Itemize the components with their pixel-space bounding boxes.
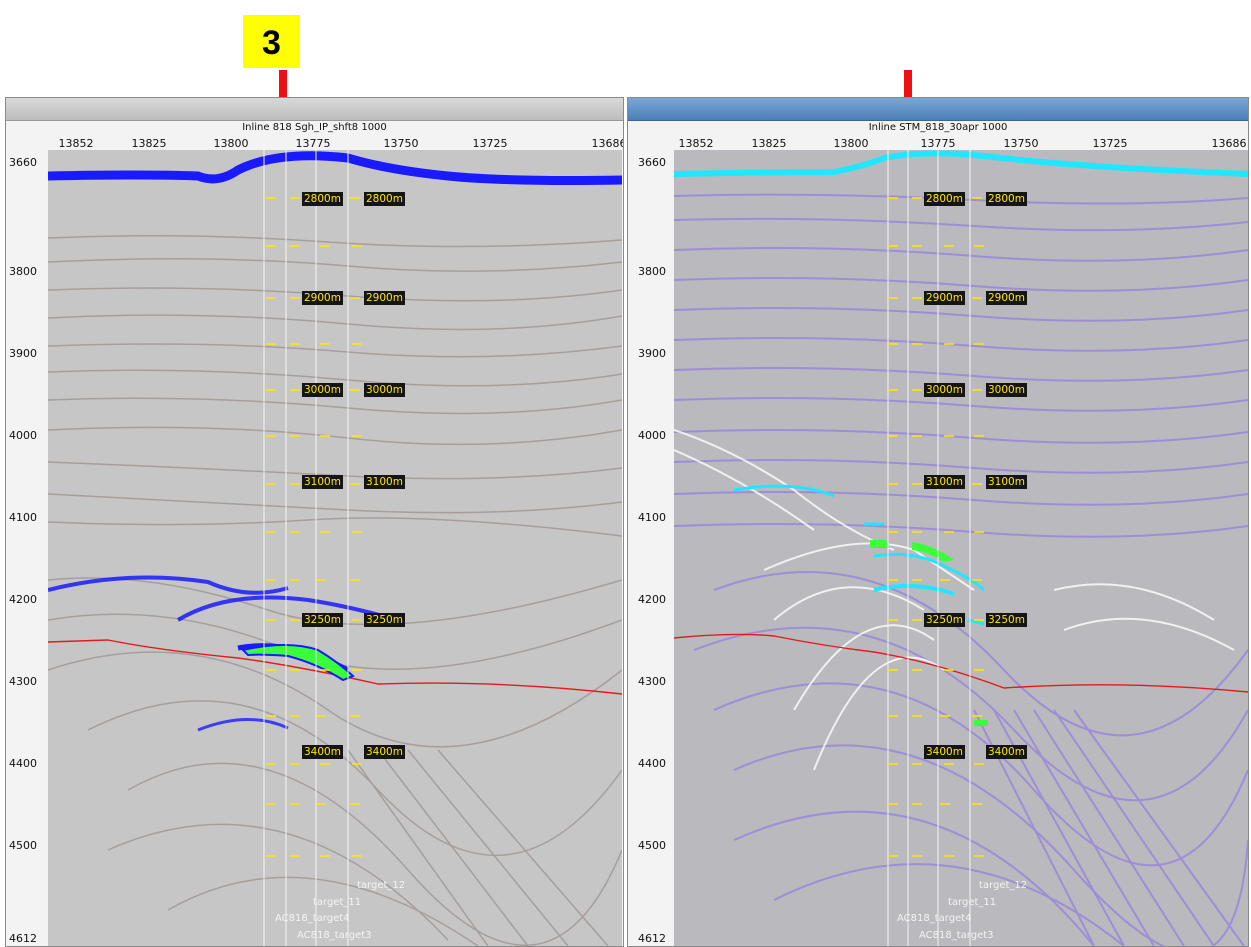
y-tick-label: 3900 <box>638 347 666 360</box>
seismic-section-window-left[interactable]: Inline 818 Sgh_IP_shft8 1000 13852 13825… <box>5 97 624 947</box>
well-depth-label: 3250m <box>986 613 1027 627</box>
well-depth-label: 3000m <box>986 383 1027 397</box>
y-tick-label: 4300 <box>638 675 666 688</box>
x-tick-label: 13686 <box>591 137 624 150</box>
well-depth-label: 3400m <box>364 745 405 759</box>
well-name-label: AC818_target3 <box>919 930 994 941</box>
y-tick-label: 4100 <box>638 511 666 524</box>
y-tick-label: 3800 <box>9 265 37 278</box>
well-depth-label: 2800m <box>924 192 965 206</box>
well-depth-label: 2800m <box>302 192 343 206</box>
x-tick-label: 13775 <box>295 137 331 150</box>
well-depth-label: 3000m <box>924 383 965 397</box>
well-name-label: target_11 <box>948 897 997 908</box>
well-depth-label: 3400m <box>986 745 1027 759</box>
step-number-badge: 3 <box>243 15 300 68</box>
well-name-label: target_11 <box>313 897 362 908</box>
y-tick-label: 4400 <box>9 757 37 770</box>
y-tick-label: 3800 <box>638 265 666 278</box>
seismic-section-window-right[interactable]: Inline STM_818_30apr 1000 13852 13825 13… <box>627 97 1249 947</box>
well-depth-label: 3250m <box>302 613 343 627</box>
well-name-label: AC818_target4 <box>275 913 350 924</box>
x-tick-label: 13750 <box>383 137 419 150</box>
y-tick-label: 4500 <box>9 839 37 852</box>
well-name-label: target_12 <box>357 880 406 891</box>
section-title: Inline 818 Sgh_IP_shft8 1000 <box>242 122 387 133</box>
x-tick-label: 13725 <box>1092 137 1128 150</box>
y-tick-label: 3900 <box>9 347 37 360</box>
section-title: Inline STM_818_30apr 1000 <box>868 122 1008 133</box>
well-depth-label: 2900m <box>302 291 343 305</box>
y-tick-label: 4200 <box>638 593 666 606</box>
x-tick-label: 13750 <box>1003 137 1039 150</box>
y-tick-label: 4612 <box>9 932 37 945</box>
well-depth-label: 3100m <box>364 475 405 489</box>
y-tick-label: 4100 <box>9 511 37 524</box>
x-tick-label: 13825 <box>751 137 787 150</box>
well-depth-label: 3100m <box>986 475 1027 489</box>
well-depth-label: 2800m <box>986 192 1027 206</box>
seismic-image[interactable] <box>48 150 622 946</box>
y-tick-label: 4000 <box>638 429 666 442</box>
well-depth-label: 2900m <box>924 291 965 305</box>
well-name-label: target_12 <box>979 880 1028 891</box>
well-depth-label: 2900m <box>364 291 405 305</box>
well-depth-label: 3250m <box>924 613 965 627</box>
x-tick-label: 13686 <box>1211 137 1247 150</box>
well-depth-label: 2800m <box>364 192 405 206</box>
y-tick-label: 4300 <box>9 675 37 688</box>
y-tick-label: 3660 <box>638 156 666 169</box>
y-tick-label: 4612 <box>638 932 666 945</box>
well-depth-label: 3100m <box>924 475 965 489</box>
y-tick-label: 4500 <box>638 839 666 852</box>
well-depth-label: 2900m <box>986 291 1027 305</box>
x-tick-label: 13825 <box>131 137 167 150</box>
x-tick-label: 13852 <box>678 137 714 150</box>
seismic-image[interactable] <box>674 150 1248 946</box>
well-depth-label: 3250m <box>364 613 405 627</box>
y-tick-label: 3660 <box>9 156 37 169</box>
well-depth-label: 3100m <box>302 475 343 489</box>
x-tick-label: 13852 <box>58 137 94 150</box>
x-tick-label: 13775 <box>920 137 956 150</box>
y-tick-label: 4200 <box>9 593 37 606</box>
x-tick-label: 13800 <box>833 137 869 150</box>
well-depth-label: 3400m <box>302 745 343 759</box>
window-title-bar[interactable] <box>6 98 623 121</box>
well-depth-label: 3400m <box>924 745 965 759</box>
well-name-label: AC818_target3 <box>297 930 372 941</box>
window-title-bar[interactable] <box>628 98 1248 121</box>
well-depth-label: 3000m <box>364 383 405 397</box>
x-tick-label: 13725 <box>472 137 508 150</box>
y-tick-label: 4000 <box>9 429 37 442</box>
y-tick-label: 4400 <box>638 757 666 770</box>
x-tick-label: 13800 <box>213 137 249 150</box>
well-depth-label: 3000m <box>302 383 343 397</box>
well-name-label: AC818_target4 <box>897 913 972 924</box>
